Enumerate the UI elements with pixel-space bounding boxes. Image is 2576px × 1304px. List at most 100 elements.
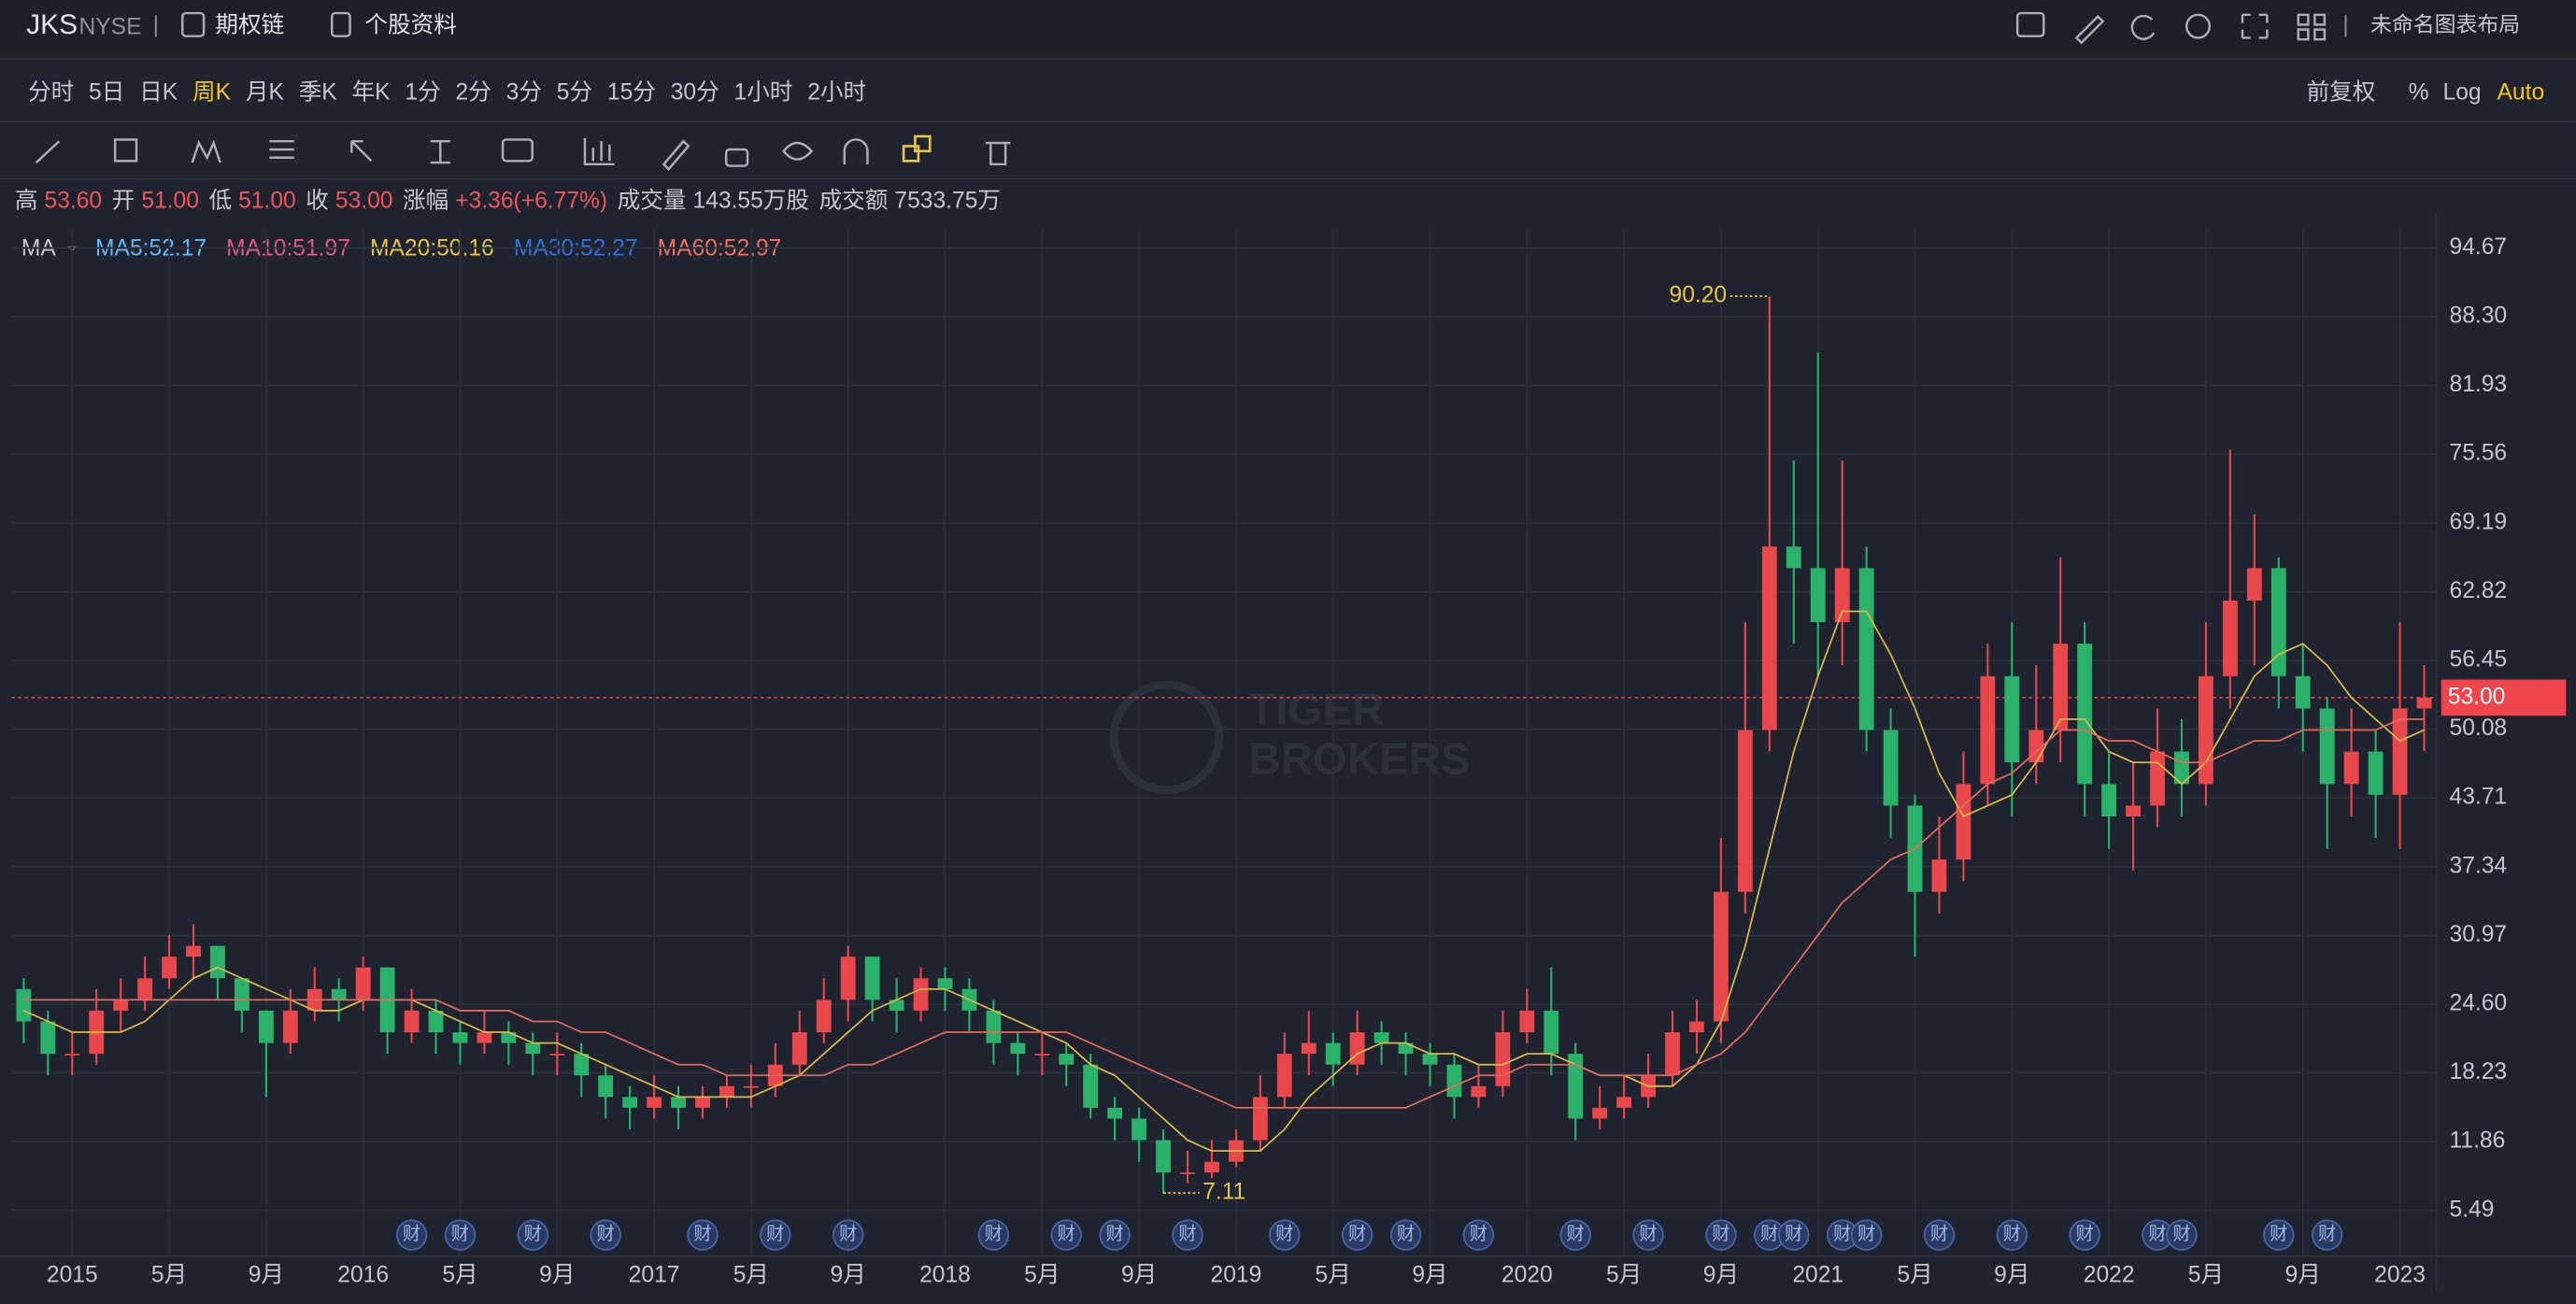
period[interactable]: 1小时 <box>734 79 793 106</box>
quote-label: 成交额 <box>819 188 889 214</box>
link[interactable]: 期权链 <box>215 12 284 38</box>
earnings-marker[interactable] <box>1632 1219 1664 1251</box>
period[interactable]: 30分 <box>671 79 719 106</box>
candle-body <box>16 988 32 1022</box>
tool[interactable] <box>501 138 534 163</box>
earnings-marker[interactable] <box>1389 1219 1422 1251</box>
y-tick-label: 5.49 <box>2450 1197 2495 1222</box>
earnings-marker[interactable] <box>1923 1219 1956 1251</box>
quote-label: 开 <box>112 189 135 214</box>
earnings-marker[interactable] <box>2263 1219 2295 1251</box>
earnings-marker[interactable] <box>395 1219 428 1251</box>
icon[interactable] <box>2015 11 2045 37</box>
tool[interactable] <box>902 145 920 163</box>
tool[interactable] <box>113 138 138 163</box>
earnings-marker[interactable] <box>1050 1219 1082 1251</box>
period[interactable]: 季K <box>299 79 338 106</box>
icon[interactable] <box>2130 14 2156 40</box>
earnings-label: 财 <box>1833 1224 1851 1244</box>
period[interactable]: 分时 <box>28 79 74 106</box>
tool[interactable] <box>350 139 373 163</box>
period[interactable]: 2分 <box>456 79 491 106</box>
candle-body <box>1325 1042 1341 1065</box>
earnings-marker[interactable] <box>1705 1219 1737 1251</box>
candle-body <box>2343 751 2359 785</box>
earnings-marker[interactable] <box>1172 1219 1203 1251</box>
earnings-marker[interactable] <box>1559 1219 1591 1251</box>
earnings-marker[interactable] <box>1099 1219 1131 1251</box>
period[interactable]: 3分 <box>506 79 542 106</box>
candle-body <box>1519 1010 1535 1033</box>
candle-body <box>647 1097 662 1108</box>
tool[interactable] <box>269 139 294 160</box>
tool[interactable] <box>35 140 61 163</box>
candle-body <box>671 1097 686 1108</box>
period[interactable]: 5分 <box>557 79 592 106</box>
tool[interactable] <box>724 148 749 167</box>
icon[interactable] <box>2074 14 2105 45</box>
earnings-marker[interactable] <box>832 1219 864 1251</box>
icon[interactable] <box>2297 13 2327 41</box>
y-tick-label: 75.56 <box>2450 441 2508 466</box>
tool[interactable] <box>430 139 450 164</box>
earnings-marker[interactable] <box>517 1219 549 1251</box>
period[interactable]: 年K <box>352 79 391 106</box>
adjust-option[interactable]: Auto <box>2498 80 2545 106</box>
tool[interactable] <box>191 139 221 163</box>
earnings-marker[interactable] <box>1341 1219 1373 1251</box>
period[interactable]: 15分 <box>607 79 656 106</box>
x-tick-label: 2023 <box>2374 1263 2426 1288</box>
earnings-marker[interactable] <box>687 1219 719 1251</box>
earnings-label: 财 <box>2318 1224 2336 1244</box>
period[interactable]: 1分 <box>405 79 440 106</box>
tool[interactable] <box>782 141 814 161</box>
period[interactable]: 月K <box>246 80 285 106</box>
tool[interactable] <box>662 139 690 171</box>
period[interactable]: 5日 <box>89 80 124 106</box>
y-tick-label: 18.23 <box>2450 1059 2508 1084</box>
earnings-label: 财 <box>1785 1224 1802 1244</box>
earnings-marker[interactable] <box>2311 1219 2343 1251</box>
earnings-label: 财 <box>1275 1224 1293 1244</box>
period[interactable]: 周K <box>192 80 232 106</box>
earnings-marker[interactable] <box>977 1219 1010 1251</box>
tool[interactable] <box>843 138 869 164</box>
earnings-marker[interactable] <box>760 1219 791 1251</box>
adjust-option[interactable]: 前复权 <box>2307 79 2376 106</box>
tool[interactable] <box>985 141 1011 166</box>
period[interactable]: 2小时 <box>807 79 866 106</box>
candle-body <box>840 957 856 1000</box>
candle-body <box>1204 1161 1219 1173</box>
icon[interactable] <box>2241 13 2269 39</box>
tool[interactable] <box>583 137 615 166</box>
earnings-marker[interactable] <box>2166 1219 2198 1251</box>
candle-body <box>1786 546 1801 569</box>
earnings-marker[interactable] <box>444 1219 477 1251</box>
icon[interactable] <box>2185 13 2212 39</box>
candle-body <box>525 1042 541 1055</box>
candle-body <box>1737 730 1753 892</box>
earnings-label: 财 <box>1760 1224 1778 1244</box>
candle-body <box>2222 600 2238 676</box>
earnings-marker[interactable] <box>1462 1219 1495 1251</box>
period[interactable]: 日K <box>139 80 178 106</box>
tool[interactable] <box>914 135 932 153</box>
x-tick-label: 5月 <box>442 1263 477 1288</box>
earnings-marker[interactable] <box>2069 1219 2100 1251</box>
y-tick-label: 37.34 <box>2450 853 2508 878</box>
candle-body <box>1568 1054 1584 1119</box>
link[interactable]: 个股资料 <box>364 12 456 38</box>
earnings-marker[interactable] <box>1850 1219 1883 1251</box>
candle-body <box>1471 1085 1487 1098</box>
x-tick-label: 5月 <box>1316 1263 1351 1288</box>
earnings-marker[interactable] <box>590 1219 621 1251</box>
y-tick-label: 88.30 <box>2450 304 2508 329</box>
earnings-marker[interactable] <box>1996 1219 2028 1251</box>
x-tick-label: 9月 <box>1412 1263 1447 1288</box>
earnings-marker[interactable] <box>1778 1219 1810 1251</box>
earnings-label: 财 <box>985 1224 1003 1244</box>
adjust-option[interactable]: Log <box>2443 80 2482 106</box>
earnings-marker[interactable] <box>1269 1219 1301 1251</box>
layout-name[interactable]: 未命名图表布局 <box>2370 12 2520 36</box>
adjust-option[interactable]: % <box>2409 80 2429 106</box>
